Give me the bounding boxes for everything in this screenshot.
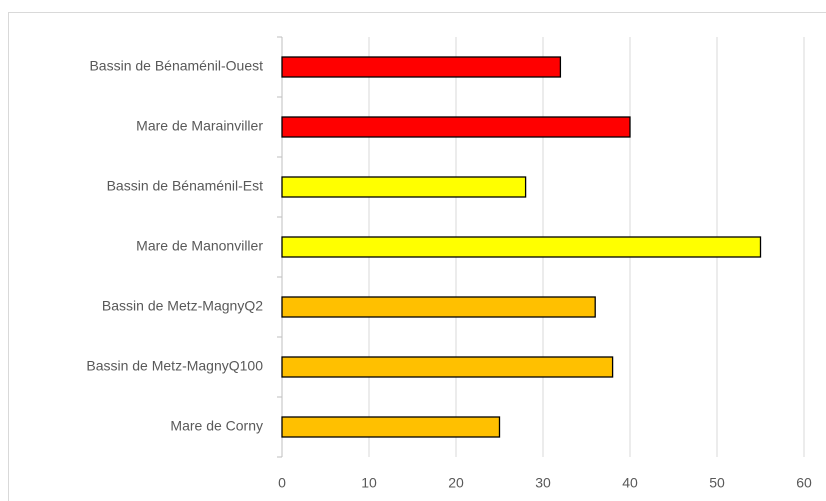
x-tick-label: 30 bbox=[535, 475, 551, 491]
bar bbox=[281, 356, 614, 378]
y-tick-label: Mare de Manonviller bbox=[136, 238, 263, 254]
y-tick-label: Bassin de Metz-MagnyQ2 bbox=[102, 298, 263, 314]
x-tick-label: 40 bbox=[622, 475, 638, 491]
x-tick-label: 20 bbox=[448, 475, 464, 491]
x-tick-label: 0 bbox=[278, 475, 286, 491]
bar bbox=[281, 56, 562, 78]
x-tick-label: 60 bbox=[796, 475, 812, 491]
x-tick-label: 50 bbox=[709, 475, 725, 491]
bar bbox=[281, 416, 501, 438]
x-tick-label: 10 bbox=[361, 475, 377, 491]
bar bbox=[281, 296, 596, 318]
bar bbox=[281, 236, 762, 258]
y-tick-label: Bassin de Metz-MagnyQ100 bbox=[86, 358, 263, 374]
bar bbox=[281, 116, 631, 138]
y-tick-label: Bassin de Bénaménil-Est bbox=[107, 178, 264, 194]
y-tick-label: Mare de Corny bbox=[170, 418, 263, 434]
y-tick-label: Bassin de Bénaménil-Ouest bbox=[89, 58, 263, 74]
y-tick-label: Mare de Marainviller bbox=[136, 118, 263, 134]
bar bbox=[281, 176, 527, 198]
